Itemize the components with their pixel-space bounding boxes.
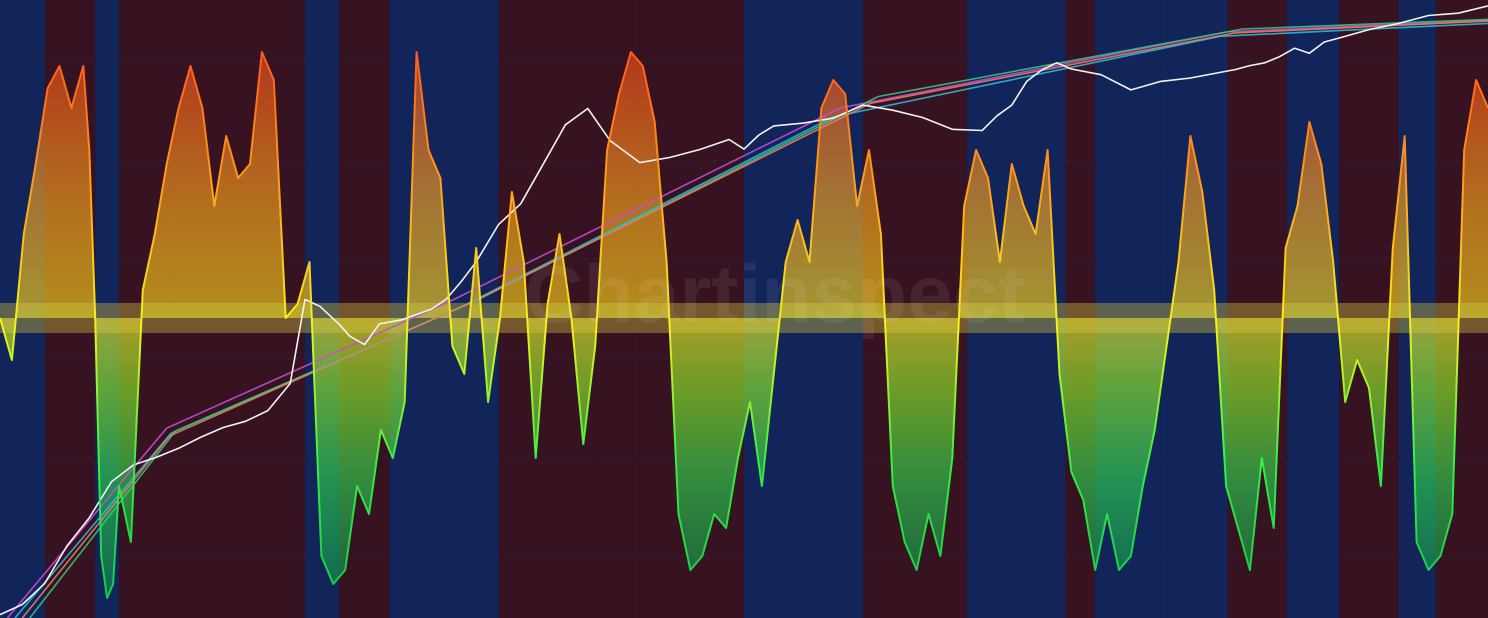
midline-band — [0, 303, 1488, 333]
oscillator-fill — [0, 52, 1488, 598]
oscillator-area — [0, 52, 1488, 598]
trend-line-2 — [29, 18, 1488, 618]
trend-line-3 — [21, 20, 1488, 618]
oscillator-line — [0, 51, 1488, 599]
price-line — [0, 5, 1488, 616]
trend-lines — [6, 18, 1488, 618]
oscillator-line-group — [0, 51, 1488, 599]
midline-band-rect — [0, 303, 1488, 333]
trend-line-0 — [6, 19, 1488, 618]
trend-line-1 — [14, 22, 1488, 618]
price-line-group — [0, 5, 1488, 616]
watermark-text: Chartinspect — [524, 249, 1025, 340]
